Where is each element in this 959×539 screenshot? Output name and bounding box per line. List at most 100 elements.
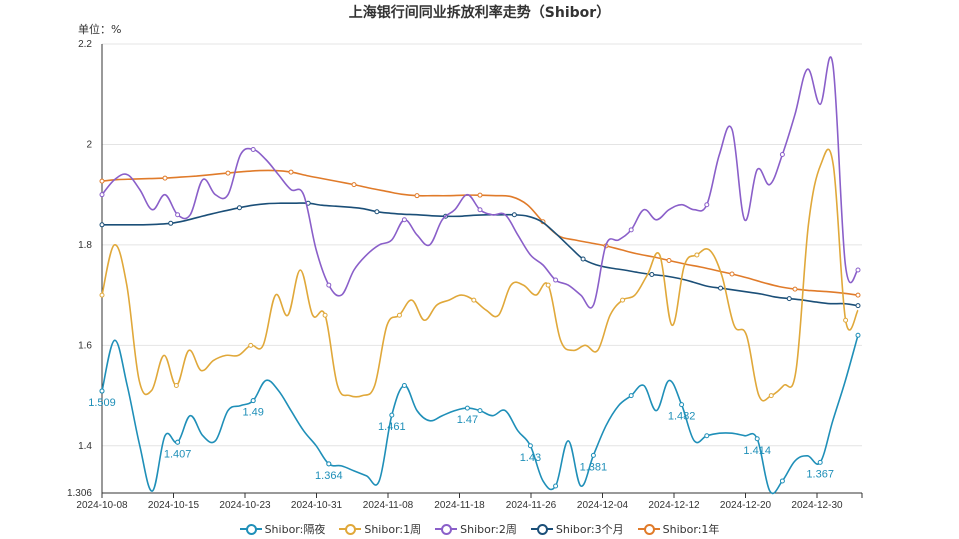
series-2-line (101, 56, 859, 309)
series-4-point (225, 170, 231, 176)
legend-label: Shibor:隔夜 (264, 523, 326, 536)
series-4-point (288, 169, 294, 175)
series-3-point (511, 212, 517, 218)
series-4-point (99, 178, 105, 184)
legend-label: Shibor:3个月 (555, 523, 624, 536)
legend-item-series-2[interactable]: Shibor:2周 (435, 521, 517, 537)
series-0-point (779, 478, 785, 484)
unit-label: 单位：% (78, 23, 122, 36)
legend-marker-icon (637, 524, 660, 535)
series-2-point (401, 217, 407, 223)
x-tick-label: 2024-10-31 (291, 500, 343, 511)
series-2-point (326, 282, 332, 288)
series-0-point (389, 412, 395, 418)
series-4-point (477, 192, 483, 198)
legend-item-series-4[interactable]: Shibor:1年 (637, 521, 720, 537)
legend-item-series-0[interactable]: Shibor:隔夜 (239, 521, 326, 537)
data-label: 1.414 (743, 445, 771, 457)
legend-item-series-1[interactable]: Shibor:1周 (339, 521, 421, 537)
legend-label: Shibor:1周 (364, 523, 422, 536)
series-0-point (754, 436, 760, 442)
y-tick-label: 1.8 (78, 240, 92, 251)
x-tick-label: 2024-12-20 (720, 500, 772, 511)
series-4-point (792, 286, 798, 292)
data-label: 1.47 (457, 414, 478, 426)
series-3-point (649, 272, 655, 278)
series-3-point (718, 285, 724, 291)
series-1-point (620, 297, 626, 303)
legend-label: Shibor:2周 (460, 523, 517, 536)
series-1-point (396, 312, 402, 318)
data-label: 1.43 (520, 452, 541, 464)
legend-marker-icon (530, 524, 553, 535)
series-4-point (414, 193, 420, 199)
series-1-point (545, 282, 551, 288)
series-0-point (175, 439, 181, 445)
x-tick-label: 2024-11-08 (363, 500, 414, 511)
series-0-point (817, 459, 823, 465)
series-4-point (666, 257, 672, 263)
series-0-point (477, 408, 483, 414)
x-tick-label: 2024-10-08 (76, 500, 128, 511)
data-label: 1.49 (242, 407, 263, 419)
series-0-point (326, 461, 332, 467)
legend-item-series-3[interactable]: Shibor:3个月 (530, 521, 624, 537)
y-tick-label: 2.2 (78, 39, 92, 50)
series-0-point (590, 452, 596, 458)
series-0-point (464, 405, 470, 411)
chart-legend: Shibor:隔夜 Shibor:1周 Shibor:2周 Shibor:3个月 Shi… (0, 521, 959, 537)
legend-marker-icon (339, 524, 362, 535)
y-tick-label: 2 (86, 139, 92, 150)
x-tick-label: 2024-11-26 (506, 500, 557, 511)
x-tick-label: 2024-12-12 (648, 500, 700, 511)
series-1-point (99, 292, 105, 298)
series-2-point (99, 192, 105, 198)
series-4-point (351, 182, 357, 188)
data-label: 1.461 (378, 421, 406, 433)
chart-title: 上海银行间同业拆放利率走势（Shibor） (348, 5, 611, 21)
series-1-point (248, 342, 254, 348)
legend-label: Shibor:1年 (662, 523, 720, 536)
series-2-point (477, 207, 483, 213)
y-tick-label: 1.6 (78, 340, 92, 351)
series-4-point (855, 292, 861, 298)
series-1-point (694, 252, 700, 258)
series-0-point (704, 433, 710, 439)
data-label: 1.364 (315, 470, 343, 482)
series-4-line (101, 169, 859, 296)
series-3-point (786, 296, 792, 302)
x-tick-label: 2024-10-15 (148, 500, 200, 511)
x-tick-label: 2024-11-18 (434, 500, 485, 511)
series-0-point (628, 393, 634, 399)
x-tick-label: 2024-12-04 (577, 500, 629, 511)
series-0-point (401, 383, 407, 389)
series-3-point (374, 209, 380, 215)
y-tick-label: 1.4 (78, 441, 92, 452)
series-1-point (768, 393, 774, 399)
series-0-point (250, 398, 256, 404)
series-0-point (553, 483, 559, 489)
series-2-point (175, 212, 181, 218)
x-tick-label: 2024-10-23 (219, 500, 271, 511)
series-0-point (99, 388, 105, 394)
series-3-point (580, 256, 586, 262)
data-label: 1.407 (164, 448, 192, 460)
data-label: 1.482 (668, 411, 696, 423)
series-4-point (162, 175, 168, 181)
series-1-point (173, 383, 179, 389)
series-0-point (679, 402, 685, 408)
series-2-point (855, 267, 861, 273)
y-tick-label: 1.306 (67, 488, 92, 499)
series-1-point (471, 297, 477, 303)
series-2-point (779, 151, 785, 157)
data-label: 1.381 (580, 461, 608, 473)
data-label: 1.509 (88, 397, 116, 409)
series-4-point (729, 271, 735, 277)
series-2-point (250, 146, 256, 152)
series-1-point (322, 312, 328, 318)
data-label: 1.367 (806, 468, 834, 480)
series-3-point (236, 205, 242, 211)
series-2-point (553, 277, 559, 283)
